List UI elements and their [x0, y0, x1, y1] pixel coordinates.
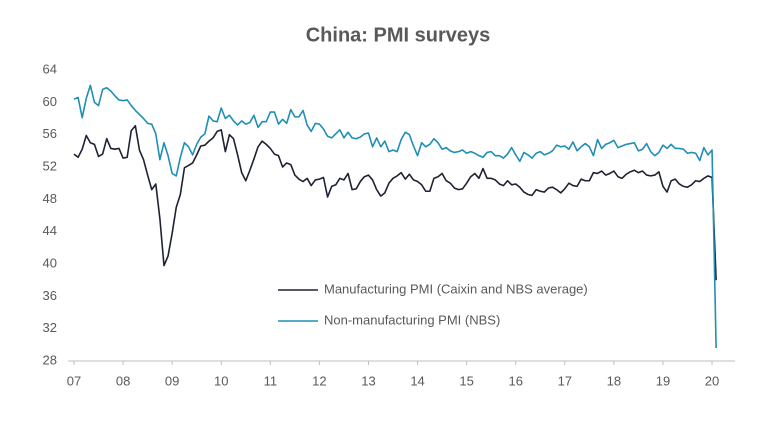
y-tick-label: 48	[43, 191, 57, 206]
y-tick-label: 44	[43, 223, 57, 238]
x-tick-label: 16	[508, 373, 522, 388]
y-tick-label: 56	[43, 126, 57, 141]
x-tick-label: 15	[459, 373, 473, 388]
x-tick-label: 07	[67, 373, 81, 388]
y-tick-label: 64	[43, 61, 57, 76]
x-tick-label: 18	[607, 373, 621, 388]
legend-label: Manufacturing PMI (Caixin and NBS averag…	[324, 281, 588, 296]
x-tick-label: 09	[165, 373, 179, 388]
y-tick-label: 60	[43, 94, 57, 109]
x-tick-label: 10	[214, 373, 228, 388]
x-tick-label: 20	[705, 373, 719, 388]
x-tick-label: 11	[264, 373, 278, 388]
y-tick-label: 52	[43, 158, 57, 173]
y-tick-label: 28	[43, 352, 57, 367]
series-line	[73, 124, 717, 281]
legend-label: Non-manufacturing PMI (NBS)	[324, 312, 500, 327]
x-tick-label: 17	[558, 373, 572, 388]
x-tick-label: 19	[656, 373, 670, 388]
y-tick-label: 32	[43, 320, 57, 335]
x-tick-label: 12	[312, 373, 326, 388]
x-tick-label: 14	[410, 373, 424, 388]
series-line	[73, 84, 717, 349]
chart-title: China: PMI surveys	[306, 24, 491, 46]
y-tick-label: 40	[43, 255, 57, 270]
y-tick-label: 36	[43, 288, 57, 303]
x-tick-label: 13	[361, 373, 375, 388]
x-tick-label: 08	[116, 373, 130, 388]
